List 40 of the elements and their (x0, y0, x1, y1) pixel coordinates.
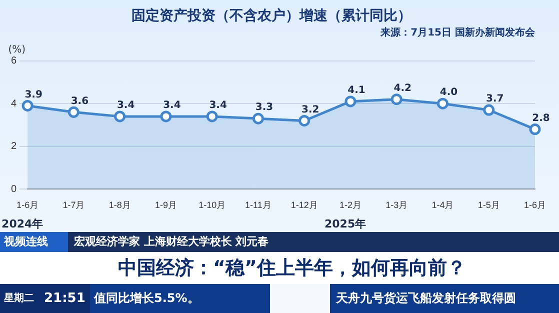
x-tick-label: 1-8月 (108, 200, 131, 210)
chart-title: 固定资产投资（不含农户）增速（累计同比） (132, 7, 412, 24)
data-label: 3.7 (486, 94, 504, 105)
x-tick-label: 1-10月 (198, 200, 226, 210)
text: 中国经济：“稳”住上半年，如何再向前？ (0, 252, 559, 284)
data-label: 3.6 (70, 96, 89, 107)
y-tick-label: 2 (11, 141, 17, 152)
data-label: 3.9 (24, 89, 42, 100)
chart-subtitle: 来源：7月15日 国新办新闻发布会 (380, 26, 536, 38)
data-label: 4.0 (440, 87, 458, 98)
x-tick-label: 1-11月 (245, 200, 272, 210)
y-axis-title: (%) (8, 44, 26, 56)
text: 2024年 (2, 218, 44, 231)
data-label: 2.8 (532, 112, 550, 124)
y-tick-label: 6 (11, 56, 17, 67)
text: 21:51 (40, 284, 90, 313)
x-tick-label: 1-6月 (16, 200, 39, 210)
data-label: 3.4 (209, 100, 227, 112)
text: 值同比增长5.5%。 (90, 284, 270, 313)
data-label: 3.3 (255, 102, 274, 114)
x-tick-label: 1-6月 (524, 200, 546, 210)
text: 视频连线 (0, 232, 68, 252)
data-label: 4.1 (348, 85, 366, 96)
text: 星期二 (0, 284, 40, 313)
data-label: 4.2 (394, 82, 412, 94)
x-tick-label: 1-7月 (62, 200, 85, 210)
text: 2025年 (324, 218, 366, 231)
x-tick-label: 1-9月 (154, 200, 177, 210)
data-label: 3.4 (116, 100, 135, 112)
x-tick-label: 1-5月 (478, 200, 500, 210)
x-tick-label: 1-12月 (290, 200, 318, 210)
text: 天舟九号货运飞船发射任务取得圆 (330, 284, 559, 313)
x-tick-label: 1-3月 (386, 200, 408, 210)
x-tick-label: 1-4月 (432, 200, 454, 210)
x-tick-label: 1-2月 (339, 200, 362, 210)
data-label: 3.2 (301, 104, 320, 116)
text: 宏观经济学家 上海财经大学校长 刘元春 (68, 232, 559, 252)
y-tick-label: 4 (11, 98, 17, 110)
data-label: 3.4 (163, 100, 181, 112)
y-tick-label: 0 (11, 184, 17, 195)
